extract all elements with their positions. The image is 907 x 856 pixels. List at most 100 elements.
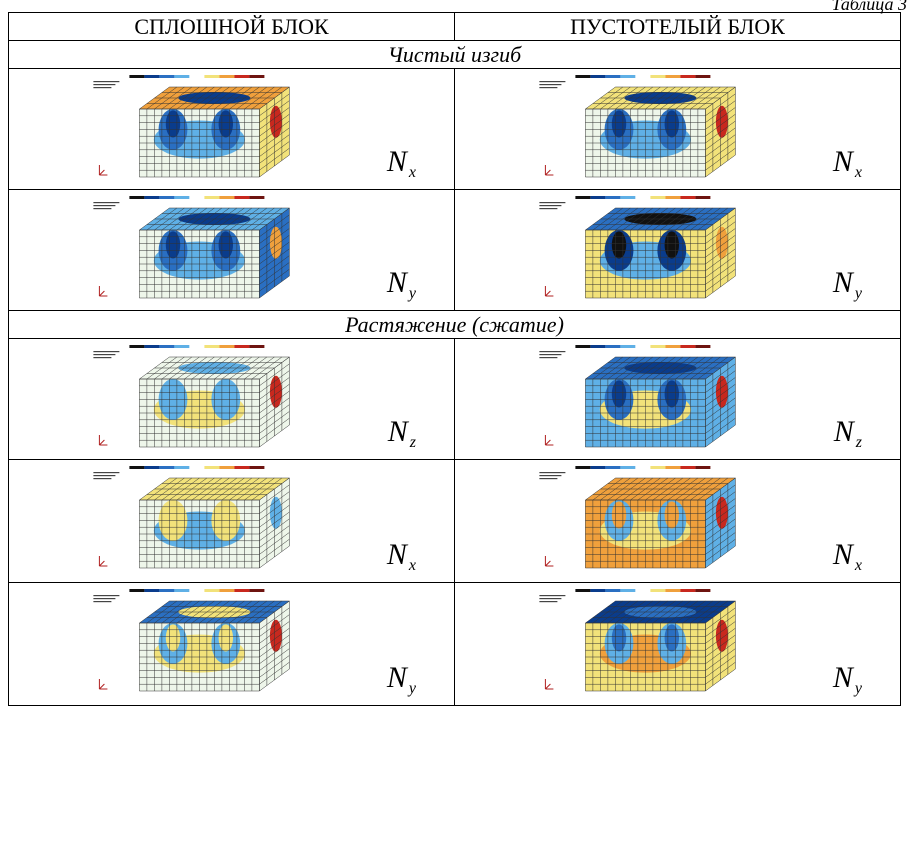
axis-triad-icon — [98, 286, 107, 297]
side-contour — [269, 105, 282, 138]
stress-contour-figure — [92, 466, 290, 569]
header-solid-block: СПЛОШНОЙ БЛОК — [8, 12, 455, 41]
legend-caption-line — [538, 595, 565, 597]
force-subscript: z — [409, 434, 416, 451]
force-letter: N — [386, 538, 407, 572]
force-subscript: z — [855, 434, 862, 451]
stress-contour-figure — [538, 196, 736, 299]
stress-contour-figure — [92, 589, 290, 692]
legend-caption-line — [92, 205, 115, 207]
legend-caption-line — [92, 208, 111, 210]
table-caption: Таблица 3 — [831, 0, 907, 14]
color-scale-legend — [128, 345, 264, 348]
legend-caption-line — [538, 87, 557, 89]
force-subscript: y — [854, 285, 862, 302]
header-hollow-block: ПУСТОТЕЛЫЙ БЛОК — [454, 12, 901, 41]
stress-contour-figure — [538, 466, 736, 569]
side-contour — [715, 105, 728, 138]
force-letter: N — [832, 661, 853, 695]
side-contour — [715, 375, 728, 408]
legend-caption-line — [92, 87, 111, 89]
results-table: СПЛОШНОЙ БЛОК ПУСТОТЕЛЫЙ БЛОК Чистый изг… — [8, 12, 901, 706]
legend-caption-line — [538, 475, 561, 477]
color-scale-legend — [128, 589, 264, 592]
color-scale-legend — [128, 75, 264, 78]
color-scale-legend — [574, 345, 710, 348]
legend-caption-line — [538, 351, 565, 353]
color-scale-legend — [128, 196, 264, 199]
legend-caption-line — [92, 595, 119, 597]
force-letter: N — [832, 538, 853, 572]
legend-caption-line — [92, 354, 115, 356]
force-letter: N — [387, 415, 408, 449]
force-subscript: x — [408, 557, 416, 574]
fem-mesh — [138, 86, 290, 178]
legend-caption-line — [538, 208, 557, 210]
axis-triad-icon — [98, 435, 107, 446]
axis-triad-icon — [98, 556, 107, 567]
fem-mesh — [584, 356, 736, 448]
color-scale-legend — [574, 589, 710, 592]
stress-contour-figure — [92, 75, 290, 178]
fem-mesh — [138, 477, 290, 569]
legend-caption-line — [538, 81, 565, 83]
axis-triad-icon — [544, 165, 553, 176]
legend-caption-line — [92, 84, 115, 86]
stress-contour-figure — [538, 345, 736, 448]
legend-caption-line — [538, 202, 565, 204]
legend-caption-line — [538, 478, 557, 480]
color-scale-legend — [128, 466, 264, 469]
legend-caption-line — [538, 357, 557, 359]
section-title-tension: Растяжение (сжатие) — [8, 310, 901, 339]
side-contour — [269, 226, 282, 259]
legend-caption-line — [92, 81, 119, 83]
legend-caption-line — [92, 475, 115, 477]
section-row-tension: Растяжение (сжатие) — [8, 310, 901, 339]
fem-mesh — [138, 207, 290, 299]
legend-caption-line — [538, 472, 565, 474]
side-contour — [269, 496, 282, 529]
color-scale-legend — [574, 75, 710, 78]
force-subscript: y — [854, 680, 862, 697]
legend-caption-line — [92, 472, 119, 474]
side-contour — [269, 375, 282, 408]
color-scale-legend — [574, 466, 710, 469]
legend-caption-line — [92, 202, 119, 204]
side-contour — [715, 619, 728, 652]
force-subscript: y — [408, 680, 416, 697]
header-row: СПЛОШНОЙ БЛОК ПУСТОТЕЛЫЙ БЛОК — [8, 12, 901, 41]
side-contour — [269, 619, 282, 652]
legend-caption-line — [92, 478, 111, 480]
fem-mesh — [584, 207, 736, 299]
legend-caption-line — [92, 598, 115, 600]
axis-triad-icon — [544, 435, 553, 446]
stress-contour-figure — [92, 196, 290, 299]
force-letter: N — [386, 266, 407, 300]
section-title-bending: Чистый изгиб — [8, 40, 901, 69]
fem-mesh — [138, 356, 290, 448]
section-row-bending: Чистый изгиб — [8, 40, 901, 69]
force-subscript: x — [854, 164, 862, 181]
fem-mesh — [584, 600, 736, 692]
force-subscript: x — [408, 164, 416, 181]
